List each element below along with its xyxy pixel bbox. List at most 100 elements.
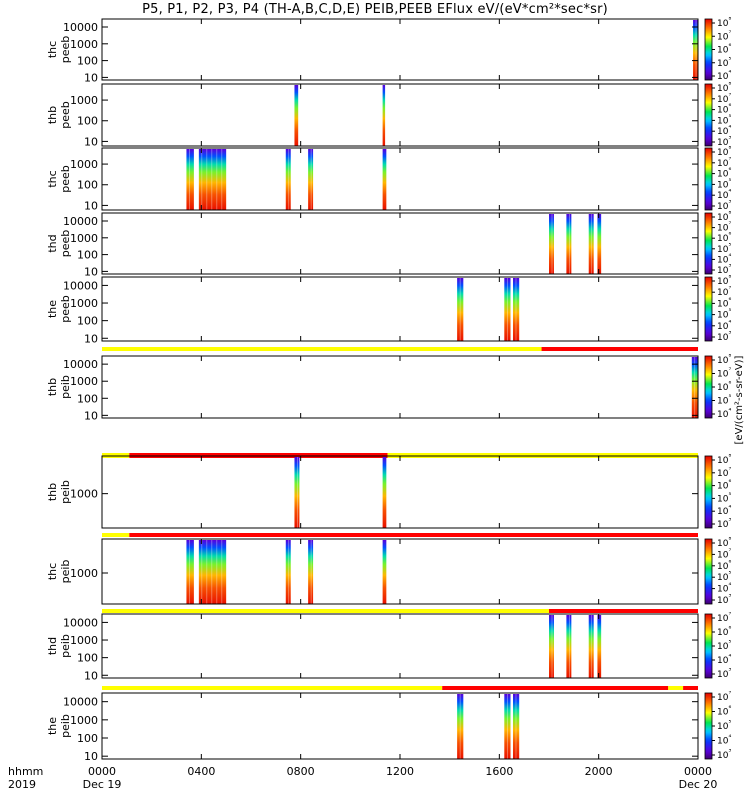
colorbar-tick-label: 10³ xyxy=(717,263,731,276)
panel-frame xyxy=(101,613,699,679)
colorbar-tick-label: 10⁶ xyxy=(717,625,731,638)
colorbar-tick-label: 10⁷ xyxy=(717,29,731,42)
y-tick-label: 10000 xyxy=(63,279,98,292)
flag-segment xyxy=(102,609,549,613)
y-tick-label: 10000 xyxy=(63,696,98,709)
page-title: P5, P1, P2, P3, P4 (TH-A,B,C,D,E) PEIB,P… xyxy=(142,2,608,17)
y-tick-label: 1000 xyxy=(70,375,98,388)
y-tick-label: 10000 xyxy=(63,215,98,228)
colorbar-tick-label: 10⁵ xyxy=(717,570,731,583)
flag-segment xyxy=(683,686,698,690)
spectrogram-block xyxy=(566,615,572,678)
spectrogram-block xyxy=(566,214,572,274)
colorbar-title: [eV/(cm²-s-sr-eV)] xyxy=(734,355,745,444)
flag-segment xyxy=(102,347,542,351)
y-tick-label: 1000 xyxy=(70,567,98,580)
flag-segment xyxy=(541,347,698,351)
panel-frame xyxy=(101,355,699,419)
colorbar-tick-label: 10⁸ xyxy=(717,16,731,29)
flag-segment xyxy=(549,609,698,613)
x-tick-label: 1600 xyxy=(485,765,513,778)
spectrogram-block xyxy=(549,214,554,274)
panel-product-label: peeb xyxy=(59,101,72,129)
colorbar-tick-label: 10⁶ xyxy=(717,43,731,56)
colorbar-tick-label: 10⁶ xyxy=(717,479,731,492)
colorbar-tick-label: 10⁶ xyxy=(717,705,731,718)
y-tick-label: 1000 xyxy=(70,714,98,727)
flag-segment xyxy=(442,686,669,690)
flag-segment xyxy=(668,686,684,690)
panel-product-label: peib xyxy=(59,480,72,504)
colorbar-tick-label: 10⁴ xyxy=(717,124,731,137)
colorbar-tick-label: 10³ xyxy=(717,199,731,212)
spectrogram-block xyxy=(186,149,194,210)
y-tick-label: 10000 xyxy=(63,21,98,34)
colorbar-tick-label: 10⁶ xyxy=(717,296,731,309)
panel-probe-label: thb xyxy=(46,106,59,124)
y-tick-label: 10 xyxy=(84,750,98,763)
panel-frame xyxy=(101,276,699,342)
panel-product-label: peib xyxy=(59,634,72,658)
panel-probe-label: thd xyxy=(46,637,59,655)
colorbar-tick-label: 10⁷ xyxy=(717,285,731,298)
colorbar-tick-label: 10³ xyxy=(717,517,731,530)
colorbar xyxy=(704,276,713,342)
y-tick-label: 1000 xyxy=(70,634,98,647)
y-tick-label: 10 xyxy=(84,135,98,148)
y-tick-label: 100 xyxy=(77,652,98,665)
colorbar-tick-label: 10⁴ xyxy=(717,188,731,201)
y-tick-label: 1000 xyxy=(70,488,98,501)
colorbar-tick-label: 10⁶ xyxy=(717,559,731,572)
panel-frame xyxy=(101,692,699,760)
colorbar-tick-label: 10³ xyxy=(717,330,731,343)
panel-probe-label: thc xyxy=(46,41,59,58)
colorbar-tick-label: 10³ xyxy=(717,593,731,606)
y-tick-label: 1000 xyxy=(70,38,98,51)
panel-product-label: peib xyxy=(59,714,72,738)
x-date-label: Dec 19 xyxy=(83,778,122,791)
colorbar-tick-label: 10⁶ xyxy=(717,231,731,244)
panel-probe-label: thb xyxy=(46,378,59,396)
colorbar-tick-label: 10⁵ xyxy=(717,113,731,126)
colorbar xyxy=(704,212,713,275)
x-tick-label: 0000 xyxy=(88,765,116,778)
panel-probe-label: thc xyxy=(46,170,59,187)
flag-segment xyxy=(102,533,130,537)
spectrogram-block xyxy=(285,540,291,604)
y-tick-label: 100 xyxy=(77,249,98,262)
panel-frame xyxy=(101,212,699,275)
colorbar-tick-label: 10⁷ xyxy=(717,221,731,234)
colorbar-tick-label: 10⁶ xyxy=(717,380,731,393)
spectrogram-block xyxy=(588,615,594,678)
y-tick-label: 10 xyxy=(84,332,98,345)
spectrogram-block xyxy=(382,540,387,604)
y-tick-label: 1000 xyxy=(70,94,98,107)
colorbar-tick-label: 10⁸ xyxy=(717,536,731,549)
colorbar-tick-label: 10³ xyxy=(717,748,731,761)
spectrogram-block xyxy=(597,214,602,274)
colorbar-tick-label: 10³ xyxy=(717,135,731,148)
colorbar xyxy=(704,83,713,147)
spectrogram-block xyxy=(285,149,291,210)
x-units-label: hhmm xyxy=(8,765,43,778)
colorbar-tick-label: 10⁸ xyxy=(717,353,731,366)
spectrogram-block xyxy=(186,540,194,604)
spectrogram-block xyxy=(693,20,698,80)
y-tick-label: 10 xyxy=(84,669,98,682)
y-tick-label: 10 xyxy=(84,71,98,84)
y-tick-label: 1000 xyxy=(70,158,98,171)
colorbar-tick-label: 10⁴ xyxy=(717,504,731,517)
colorbar-tick-label: 10⁴ xyxy=(717,319,731,332)
panel-probe-label: thd xyxy=(46,234,59,252)
panel-probe-label: thb xyxy=(46,483,59,501)
spectrogram-block xyxy=(294,457,300,528)
x-tick-label: 2000 xyxy=(585,765,613,778)
colorbar-tick-label: 10⁴ xyxy=(717,582,731,595)
